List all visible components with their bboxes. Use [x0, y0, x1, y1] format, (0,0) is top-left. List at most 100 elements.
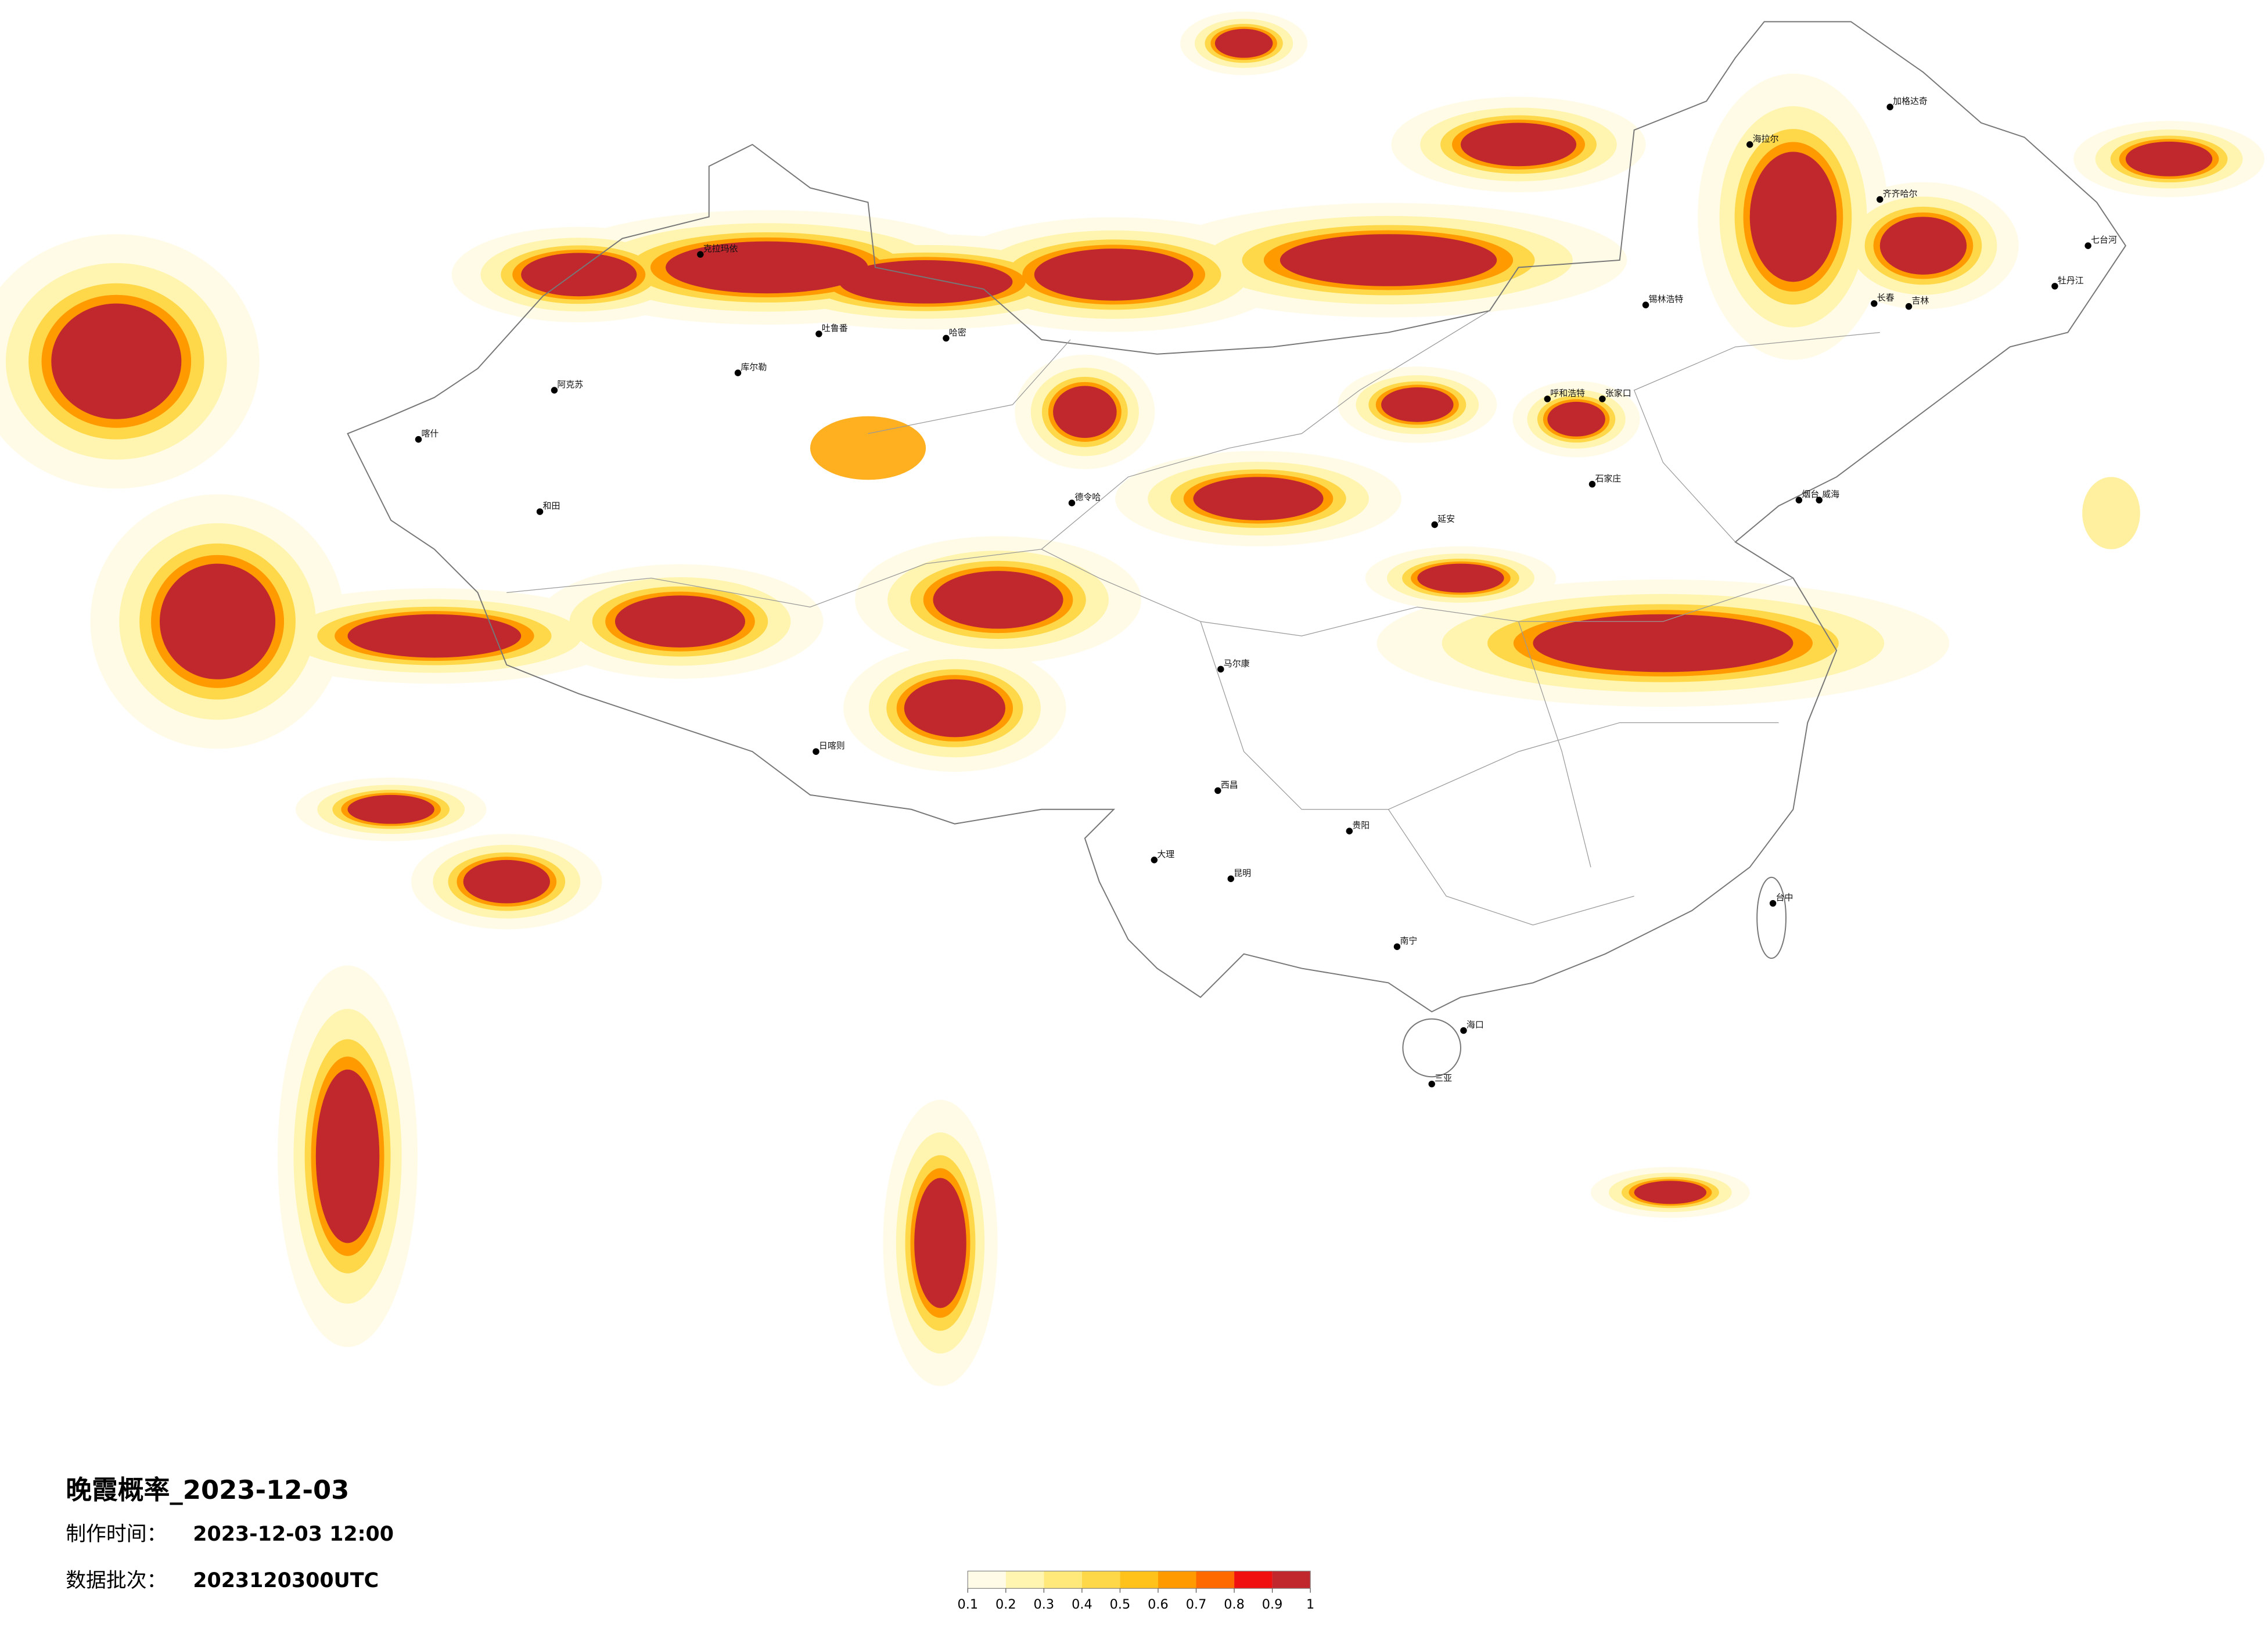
colorbar-label: 0.1: [957, 1597, 978, 1612]
city-dot: [1068, 499, 1076, 506]
city-dot: [815, 330, 822, 337]
colorbar-label: 0.8: [1224, 1597, 1245, 1612]
city-label: 石家庄: [1595, 473, 1621, 484]
city-dot: [1769, 900, 1777, 907]
city-dot: [697, 251, 704, 258]
city-label: 牡丹江: [2058, 275, 2084, 286]
probability-blob: [315, 1069, 380, 1243]
city-dot: [1151, 857, 1158, 864]
probability-blob: [1381, 387, 1454, 422]
probability-blob: [914, 1178, 966, 1308]
city-dot: [1886, 103, 1893, 110]
probability-blob: [904, 679, 1005, 738]
colorbar-box: [1158, 1571, 1196, 1589]
probability-blob: [1547, 401, 1605, 437]
colorbar-box: [1081, 1571, 1120, 1589]
probability-blob: [159, 563, 276, 679]
colorbar-box: [1044, 1571, 1082, 1589]
made-label: 制作时间：: [66, 1523, 167, 1546]
colorbar-frame: [967, 1570, 1311, 1589]
colorbar-label: 0.9: [1262, 1597, 1283, 1612]
city-dot: [1599, 395, 1606, 402]
city-label: 克拉玛依: [703, 243, 738, 254]
city-label: 加格达奇: [1893, 96, 1928, 106]
probability-blob: [1053, 386, 1117, 438]
probability-field: [0, 11, 2265, 1386]
city-dot: [415, 436, 422, 443]
city-dot: [1227, 875, 1234, 882]
city-dot: [1428, 1080, 1435, 1088]
city-label: 吉林: [1912, 296, 1929, 306]
city-label: 西昌: [1221, 779, 1238, 790]
city-dot: [943, 334, 950, 342]
batch-label: 数据批次：: [66, 1569, 167, 1592]
colorbar-label: 0.3: [1034, 1597, 1055, 1612]
probability-blob: [1634, 1181, 1707, 1204]
batch-value: 2023120300UTC: [193, 1569, 379, 1592]
city-label: 大理: [1157, 849, 1174, 859]
city-label: 和田: [543, 501, 560, 511]
city-label: 威海: [1822, 489, 1839, 499]
city-dot: [1214, 787, 1221, 794]
city-dot: [1588, 481, 1596, 488]
colorbar-box: [1120, 1571, 1158, 1589]
probability-blob: [666, 241, 868, 294]
city-dot: [1460, 1027, 1467, 1034]
probability-blob: [614, 595, 745, 648]
probability-blob: [1533, 614, 1793, 672]
china-outline: [347, 21, 2127, 1013]
probability-blob: [347, 614, 522, 658]
city-dot: [1431, 521, 1438, 528]
city-label: 昆明: [1234, 868, 1251, 878]
city-label: 七台河: [2091, 235, 2117, 245]
city-dot: [1217, 665, 1224, 673]
city-dot: [1346, 828, 1353, 834]
city-label: 德令哈: [1074, 492, 1101, 502]
city-label: 张家口: [1605, 388, 1631, 398]
colorbar-label: 0.4: [1072, 1597, 1092, 1612]
colorbar-label: 0.5: [1110, 1597, 1131, 1612]
colorbar-box: [1196, 1571, 1235, 1589]
city-dot: [536, 508, 544, 515]
city-dot: [1642, 301, 1649, 308]
city-label: 吐鲁番: [822, 323, 848, 333]
probability-blob: [1879, 217, 1967, 275]
taiwan: [1756, 876, 1787, 959]
city-dot: [551, 387, 558, 394]
probability-blob: [1417, 563, 1504, 593]
city-dot: [1746, 141, 1753, 148]
city-dot: [1544, 395, 1551, 402]
probability-blob: [347, 794, 434, 824]
colorbar-label: 0.2: [995, 1597, 1016, 1612]
hainan: [1402, 1018, 1461, 1078]
city-label: 烟台: [1802, 489, 1819, 499]
province-borders: [506, 310, 1880, 926]
probability-blob: [810, 416, 926, 480]
probability-blob: [839, 260, 1013, 304]
colorbar: 0.1 0.2 0.3 0.4 0.5 0.6 0.7 0.8 0.9 1: [957, 1570, 1314, 1612]
city-dot: [1816, 497, 1823, 503]
city-label: 长春: [1877, 293, 1895, 303]
probability-blob: [2125, 141, 2213, 177]
city-dot: [1877, 196, 1884, 203]
made-value: 2023-12-03 12:00: [193, 1523, 394, 1546]
colorbar-label: 1: [1306, 1597, 1314, 1612]
city-label: 哈密: [949, 327, 966, 337]
city-label: 三亚: [1435, 1073, 1452, 1084]
probability-blob: [1279, 234, 1497, 286]
city-dot: [1393, 943, 1401, 950]
city-dot: [734, 369, 742, 376]
probability-blob: [933, 571, 1063, 629]
city-dot: [1871, 300, 1878, 307]
city-label: 马尔康: [1224, 658, 1250, 668]
city-label: 日喀则: [819, 740, 845, 751]
probability-blob: [1749, 152, 1837, 282]
probability-blob: [521, 253, 637, 297]
city-label: 海口: [1467, 1020, 1484, 1030]
colorbar-label: 0.7: [1186, 1597, 1207, 1612]
city-label: 锡林浩特: [1649, 294, 1684, 304]
probability-blob: [1193, 477, 1324, 520]
colorbar-box: [1005, 1571, 1044, 1589]
